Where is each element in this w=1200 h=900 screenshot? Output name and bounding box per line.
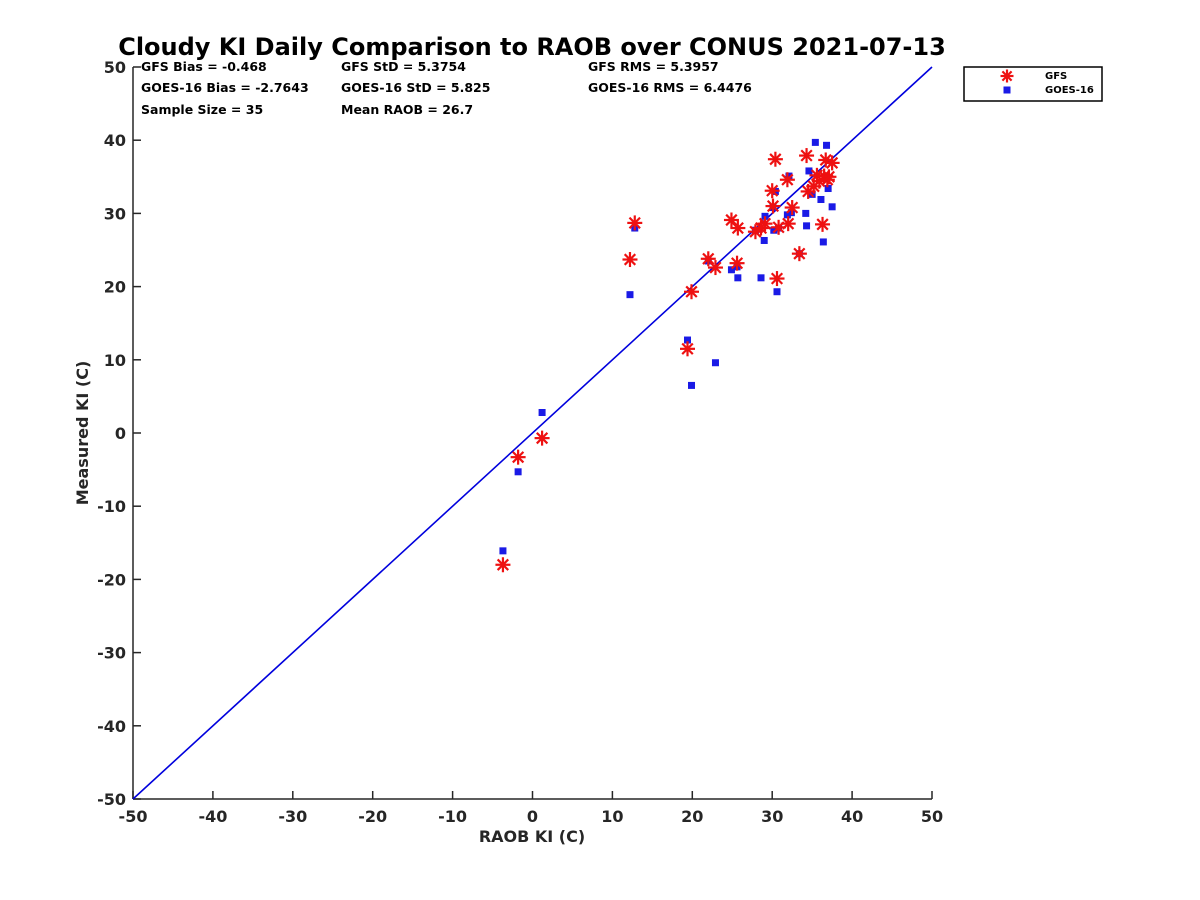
goes16-point [538,409,546,417]
gfs-point [824,155,840,171]
y-tick-label: -20 [97,570,126,589]
stat-text: GOES-16 RMS = 6.4476 [588,80,752,95]
x-tick-label: -50 [119,807,148,826]
goes16-point [802,209,810,217]
goes16-point [811,138,819,146]
goes16-point [823,141,831,149]
gfs-point [779,172,795,188]
gfs-point [707,260,723,276]
goes16-point [727,266,735,274]
goes16-point [760,236,768,244]
goes16-point [824,185,832,193]
legend-gfs-marker [1000,69,1014,83]
gfs-point [780,216,796,232]
legend-box [963,66,1103,102]
stat-text: GOES-16 Bias = -2.7643 [141,80,309,95]
stat-text: GFS StD = 5.3754 [341,59,466,74]
gfs-point [791,246,807,262]
y-tick-label: -50 [97,790,126,809]
gfs-point [622,252,638,268]
goes16-point [684,336,692,344]
y-tick-label: -40 [97,717,126,736]
x-tick-label: 40 [841,807,863,826]
y-tick-label: 30 [104,204,126,223]
one-to-one-line [132,66,933,800]
goes16-point [688,381,696,389]
legend-gfs-label: GFS [1045,71,1067,82]
gfs-point [534,430,550,446]
legend-goes16-marker [1003,86,1011,94]
y-tick-label: 10 [104,351,126,370]
legend: GFS GOES-16 [963,66,1103,102]
x-tick-label: 30 [761,807,783,826]
stat-text: GOES-16 StD = 5.825 [341,80,490,95]
y-tick-label: 0 [115,424,126,443]
gfs-point [769,271,785,287]
y-tick-label: -30 [97,644,126,663]
y-tick-label: 40 [104,131,126,150]
gfs-point [784,200,800,216]
gfs-point [767,151,783,167]
goes16-point [514,468,522,476]
goes16-point [783,211,791,219]
gfs-point [730,220,746,236]
stat-text: Sample Size = 35 [141,102,263,117]
goes16-point [817,195,825,203]
stat-text: GFS Bias = -0.468 [141,59,267,74]
chart-title: Cloudy KI Daily Comparison to RAOB over … [118,33,946,61]
goes16-point [819,238,827,246]
stat-text: GFS RMS = 5.3957 [588,59,719,74]
goes16-point [770,226,778,234]
goes16-point [828,203,836,211]
gfs-point [771,219,787,235]
y-axis-label: Measured KI (C) [73,361,92,506]
x-tick-label: -40 [198,807,227,826]
gfs-point [684,284,700,300]
gfs-point [627,215,643,231]
gfs-point [723,212,739,228]
x-tick-label: -10 [438,807,467,826]
legend-goes16-label: GOES-16 [1045,85,1094,96]
goes16-point [734,274,742,282]
x-tick-label: -20 [358,807,387,826]
gfs-point [680,341,696,357]
goes16-point [757,274,765,282]
goes16-point [773,288,781,296]
goes16-point [499,547,507,555]
x-tick-label: 50 [921,807,943,826]
goes16-point [785,172,793,180]
statistics-annotations: GFS Bias = -0.468 GFS StD = 5.3754 GFS RMS… [141,59,752,117]
x-axis-label: RAOB KI (C) [479,827,585,846]
stat-text: Mean RAOB = 26.7 [341,102,473,117]
x-tick-label: 20 [681,807,703,826]
gfs-point [510,449,526,465]
x-tick-label: 10 [601,807,623,826]
gfs-point [495,557,511,573]
gfs-point [821,169,837,185]
y-tick-label: 50 [104,58,126,77]
x-tick-label: 0 [527,807,538,826]
goes16-point [803,222,811,230]
goes16-point [805,167,813,175]
x-tick-label: -30 [278,807,307,826]
plot-area: -50 -40 -30 -20 -10 0 10 20 30 40 50 -50 -40 -30 -20 -1… [97,58,943,826]
gfs-point [815,216,831,232]
goes16-point [626,291,634,299]
gfs-point [729,255,745,271]
gfs-point [700,251,716,267]
goes16-point [711,359,719,367]
gfs-point [765,198,781,214]
gfs-point [799,148,815,164]
y-tick-label: -10 [97,497,126,516]
gfs-point [757,216,773,232]
gfs-point [764,183,780,199]
y-tick-label: 20 [104,278,126,297]
